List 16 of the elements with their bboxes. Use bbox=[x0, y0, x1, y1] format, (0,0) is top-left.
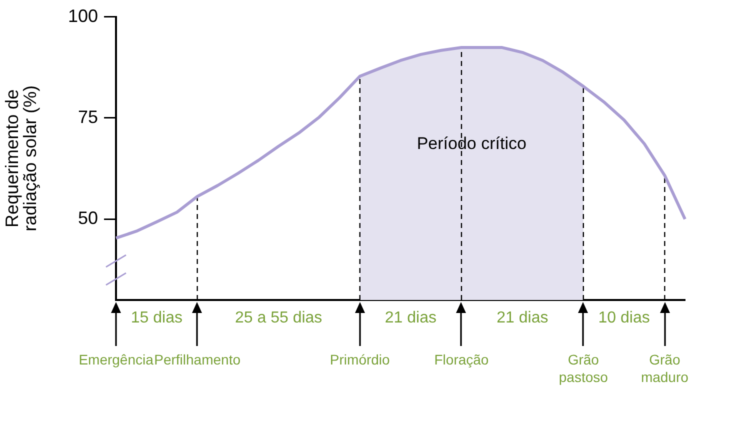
text: 21 dias bbox=[384, 309, 436, 326]
x-tick-label: Grão maduro bbox=[640, 352, 689, 386]
text: 10 dias bbox=[598, 309, 650, 326]
y-tick-label: 50 bbox=[78, 208, 98, 228]
x-tick-label: Primórdio bbox=[330, 352, 390, 368]
x-tick-label: Emergência bbox=[78, 352, 154, 368]
band-label: Período crítico bbox=[416, 134, 526, 153]
y-axis-title: Requerimento de radiação solar (%) bbox=[2, 85, 40, 232]
x-tick-label: Floração bbox=[434, 352, 489, 368]
x-tick-label: Perfilhamento bbox=[154, 352, 241, 368]
y-tick-label: 75 bbox=[78, 106, 98, 127]
text: 25 a 55 dias bbox=[235, 309, 322, 326]
text: 15 dias bbox=[130, 309, 182, 326]
x-tick-label: Grão pastoso bbox=[558, 352, 608, 386]
y-tick-label: 100 bbox=[68, 6, 98, 26]
text: 21 dias bbox=[496, 309, 548, 326]
